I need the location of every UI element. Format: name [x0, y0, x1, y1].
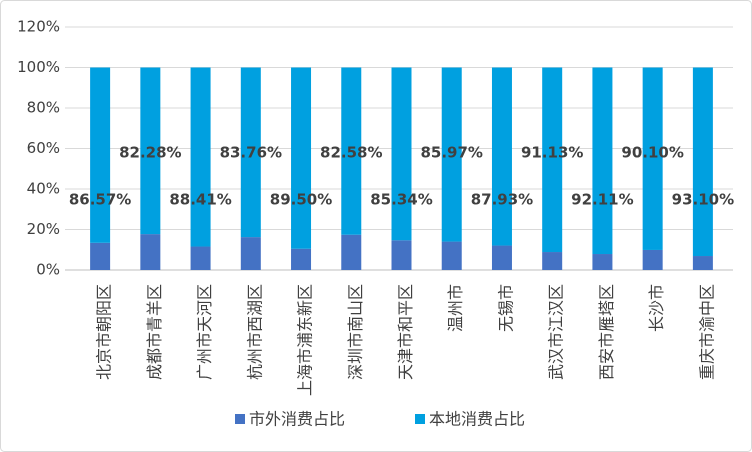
legend-label: 本地消费占比	[429, 410, 525, 429]
x-tick-label: 成都市青羊区	[145, 284, 164, 380]
data-label: 82.28%	[119, 144, 181, 162]
bar-segment	[140, 234, 161, 270]
legend-swatch	[235, 414, 245, 424]
bar-segment	[542, 252, 563, 270]
bar-segment	[90, 67, 111, 243]
bar-segment	[441, 67, 462, 242]
x-tick-label: 上海市浦东新区	[296, 284, 315, 396]
bar-segment	[291, 67, 312, 249]
x-tick-label: 杭州市西湖区	[245, 284, 264, 380]
data-label: 82.58%	[320, 144, 382, 162]
data-label: 89.50%	[270, 191, 332, 209]
legend-swatch	[415, 414, 425, 424]
x-tick-label: 广州市天河区	[195, 284, 214, 380]
bar-segment	[542, 67, 563, 253]
bar-segment	[190, 67, 211, 247]
y-tick-label: 0%	[36, 261, 60, 279]
data-label: 88.41%	[169, 191, 231, 209]
bar-segment	[90, 242, 111, 270]
data-label: 85.34%	[370, 191, 432, 209]
bar-segment	[491, 245, 512, 270]
bar-segment	[642, 249, 663, 270]
x-tick-label: 西安市雁塔区	[597, 284, 616, 380]
data-label: 90.10%	[621, 144, 683, 162]
x-tick-label: 天津市和平区	[396, 284, 415, 380]
bar-segment	[592, 254, 613, 270]
y-tick-label: 40%	[27, 180, 60, 198]
bar-segment	[441, 241, 462, 270]
bar-segment	[140, 67, 161, 235]
x-tick-label: 重庆市渝中区	[697, 284, 716, 380]
y-tick-label: 120%	[17, 18, 60, 36]
x-tick-label: 北京市朝阳区	[95, 284, 114, 380]
bar-segment	[391, 67, 412, 241]
y-tick-label: 60%	[27, 139, 60, 157]
x-tick-label: 深圳市南山区	[346, 284, 365, 380]
x-tick-label: 温州市	[446, 284, 465, 332]
bar-segment	[240, 237, 261, 270]
bar-segment	[391, 240, 412, 270]
bar-segment	[341, 234, 362, 270]
legend-label: 市外消费占比	[249, 410, 345, 429]
y-tick-label: 80%	[27, 99, 60, 117]
bar-segment	[592, 67, 613, 255]
bar-segment	[491, 67, 512, 246]
x-tick-label: 长沙市	[647, 284, 666, 332]
bar-segment	[692, 67, 713, 257]
data-label: 92.11%	[571, 191, 633, 209]
data-label: 93.10%	[672, 191, 734, 209]
bar-segment	[291, 248, 312, 270]
bar-segment	[341, 67, 362, 235]
data-label: 86.57%	[69, 191, 131, 209]
x-tick-label: 武汉市江汉区	[547, 284, 566, 380]
data-label: 91.13%	[521, 144, 583, 162]
x-tick-label: 无锡市	[496, 284, 515, 332]
y-tick-label: 100%	[17, 58, 60, 76]
bar-segment	[642, 67, 663, 250]
data-label: 87.93%	[471, 191, 533, 209]
bar-segment	[692, 256, 713, 270]
data-label: 83.76%	[220, 144, 282, 162]
data-label: 85.97%	[420, 144, 482, 162]
bar-segment	[190, 246, 211, 270]
y-tick-label: 20%	[27, 220, 60, 238]
bar-segment	[240, 67, 261, 238]
